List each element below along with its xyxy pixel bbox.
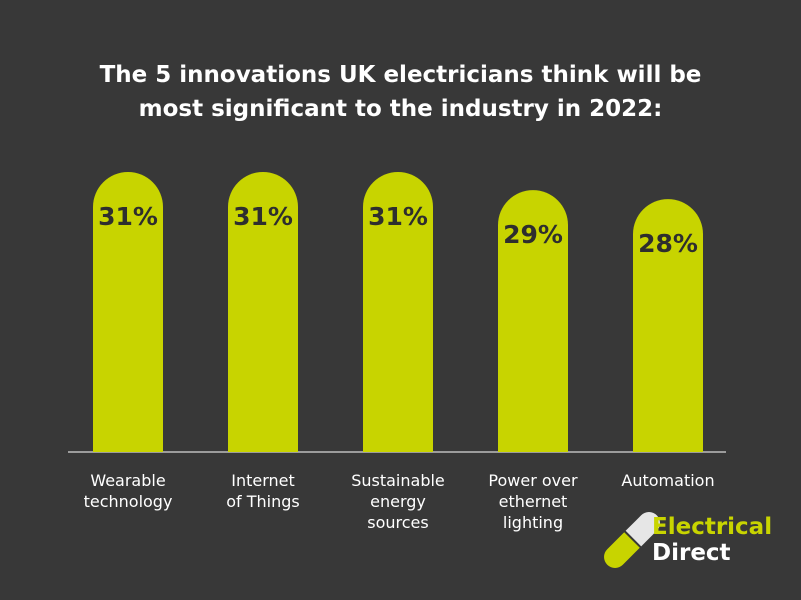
logo-text: Electrical <box>652 514 773 540</box>
x-tick-label: Wearable technology <box>83 471 173 511</box>
value-label: 29% <box>503 220 563 249</box>
x-tick-label: Automation <box>621 471 715 490</box>
value-label: 31% <box>368 202 428 231</box>
x-tick-label: Internet of Things <box>226 471 300 511</box>
bar <box>93 172 163 452</box>
chart-title: The 5 innovations UK electricians think … <box>99 62 702 122</box>
value-label: 28% <box>638 229 698 258</box>
bar <box>498 190 568 452</box>
logo-icon <box>604 512 660 568</box>
value-label: 31% <box>98 202 158 231</box>
bar <box>363 172 433 452</box>
bar <box>633 199 703 452</box>
logo-text: Direct <box>652 540 731 566</box>
value-label: 31% <box>233 202 293 231</box>
x-tick-label: Power over ethernet lighting <box>488 471 578 532</box>
x-tick-label: Sustainable energy sources <box>351 471 445 532</box>
bar <box>228 172 298 452</box>
